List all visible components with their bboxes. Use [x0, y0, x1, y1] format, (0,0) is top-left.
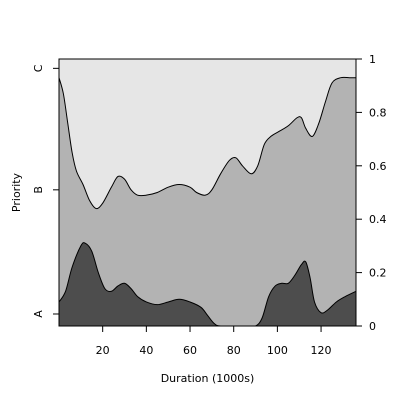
- category-label-A: A: [32, 310, 45, 318]
- y-axis-left: A B C: [32, 64, 59, 318]
- area-A: [59, 242, 356, 326]
- boundary-line-A: [58, 242, 357, 327]
- x-tick-label: 60: [183, 344, 197, 357]
- x-tick-label: 100: [267, 344, 288, 357]
- density-areas: [59, 59, 356, 326]
- y-tick-label: 0.8: [369, 106, 387, 119]
- x-tick-label: 20: [96, 344, 110, 357]
- y-tick-label: 0.4: [369, 213, 387, 226]
- x-axis-title: Duration (1000s): [161, 372, 255, 385]
- plot-frame: [58, 58, 357, 327]
- y-tick-label: 0.6: [369, 160, 387, 173]
- category-label-B: B: [32, 186, 45, 194]
- x-tick-label: 40: [139, 344, 153, 357]
- x-axis: 20 40 60 80 100 120: [96, 326, 332, 357]
- y-axis-title: Priority: [10, 172, 23, 212]
- density-boundaries: [58, 76, 357, 327]
- category-label-C: C: [32, 64, 45, 72]
- y-axis-right: 0 0.2 0.4 0.6 0.8 1: [356, 53, 387, 333]
- y-tick-label: 1: [369, 53, 376, 66]
- area-B: [59, 77, 356, 326]
- boundary-line-B: [58, 76, 356, 210]
- y-tick-label: 0.2: [369, 267, 387, 280]
- y-tick-label: 0: [369, 320, 376, 333]
- x-tick-label: 120: [311, 344, 332, 357]
- x-tick-label: 80: [227, 344, 241, 357]
